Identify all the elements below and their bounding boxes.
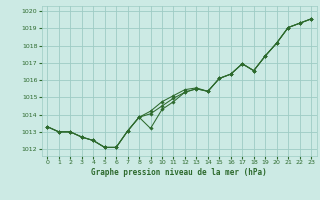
X-axis label: Graphe pression niveau de la mer (hPa): Graphe pression niveau de la mer (hPa) xyxy=(91,168,267,177)
